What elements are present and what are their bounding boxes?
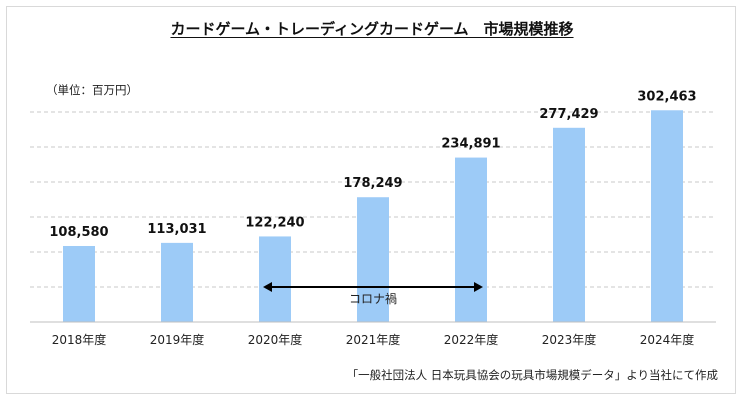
value-label: 302,463 [637, 89, 696, 104]
category-label: 2020年度 [248, 332, 303, 347]
bar [651, 110, 683, 322]
bar [553, 127, 585, 322]
value-label: 234,891 [441, 137, 500, 152]
bar [455, 157, 487, 322]
value-label: 277,429 [539, 107, 598, 122]
annotation-arrowhead-left [263, 282, 272, 292]
value-label: 178,249 [343, 176, 402, 191]
category-label: 2018年度 [52, 332, 107, 347]
bar [259, 236, 291, 322]
annotation-label: コロナ禍 [349, 291, 397, 306]
value-label: 122,240 [245, 215, 304, 230]
category-label: 2023年度 [542, 332, 597, 347]
category-label: 2021年度 [346, 332, 401, 347]
category-label: 2024年度 [640, 332, 695, 347]
value-label: 108,580 [49, 225, 108, 240]
chart-title: カードゲーム・トレーディングカードゲーム 市場規模推移 [170, 20, 574, 38]
category-label: 2022年度 [444, 332, 499, 347]
source-note: 「一般社団法人 日本玩具協会の玩具市場規模データ」より当社にて作成 [346, 368, 718, 382]
value-label: 113,031 [147, 222, 206, 237]
category-label: 2019年度 [150, 332, 205, 347]
unit-label: （単位：百万円） [46, 83, 138, 97]
annotation-arrowhead-right [474, 282, 483, 292]
bar [63, 245, 95, 322]
bar [161, 242, 193, 322]
bar [357, 197, 389, 322]
